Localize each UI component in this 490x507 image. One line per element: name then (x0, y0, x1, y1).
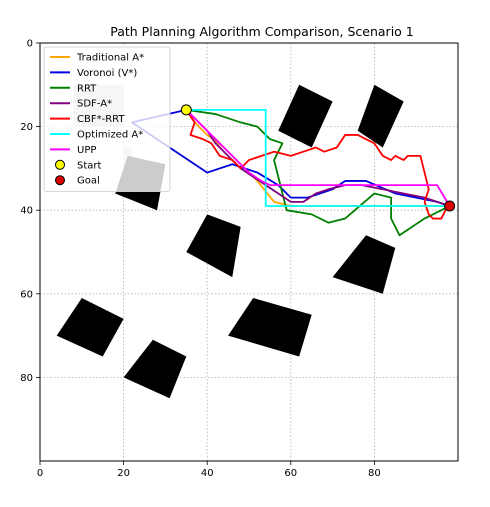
x-tick-label: 0 (37, 468, 43, 479)
chart-title: Path Planning Algorithm Comparison, Scen… (110, 24, 414, 39)
legend-box (43, 46, 171, 193)
obstacle-10 (123, 339, 187, 399)
series-line-optimized-a (185, 108, 451, 207)
obstacle-9 (228, 297, 312, 357)
legend-label: UPP (77, 145, 96, 156)
series-line-rrt (185, 108, 451, 237)
legend-marker (55, 175, 65, 186)
legend: Traditional A* Voronoi (V*) RRT SDF-A* CBF*-… (43, 46, 171, 193)
y-tick-label: 80 (20, 373, 33, 384)
legend-label: Traditional A* (76, 53, 144, 64)
y-tick-label: 20 (20, 122, 33, 133)
legend-label: Start (77, 160, 102, 171)
series-line-sdf-a (185, 108, 451, 207)
obstacle-7 (332, 235, 396, 294)
obstacle-6 (186, 214, 241, 278)
axes-frame (39, 42, 459, 462)
series-line-upp (185, 108, 451, 207)
series-line-voronoi-v (131, 108, 451, 207)
legend-label: SDF-A* (77, 99, 112, 110)
obstacle-8 (56, 297, 124, 357)
series-line-cbf-rrt (185, 108, 451, 220)
legend-label: Voronoi (V*) (77, 68, 137, 79)
legend-label: Goal (77, 176, 100, 187)
obstacle-2 (357, 84, 404, 148)
y-tick-label: 60 (20, 289, 33, 300)
legend-label: CBF*-RRT (77, 114, 125, 125)
obstacle-1 (278, 84, 333, 148)
legend-label: Optimized A* (77, 130, 143, 141)
legend-label: RRT (77, 83, 97, 94)
x-tick-label: 60 (284, 468, 297, 479)
marker-goal (444, 200, 456, 212)
x-tick-label: 40 (201, 468, 214, 479)
legend-marker (55, 159, 65, 170)
marker-start (180, 104, 192, 116)
y-tick-label: 40 (20, 206, 33, 217)
x-tick-label: 80 (368, 468, 381, 479)
x-tick-label: 20 (117, 468, 130, 479)
y-tick-label: 0 (27, 39, 33, 50)
